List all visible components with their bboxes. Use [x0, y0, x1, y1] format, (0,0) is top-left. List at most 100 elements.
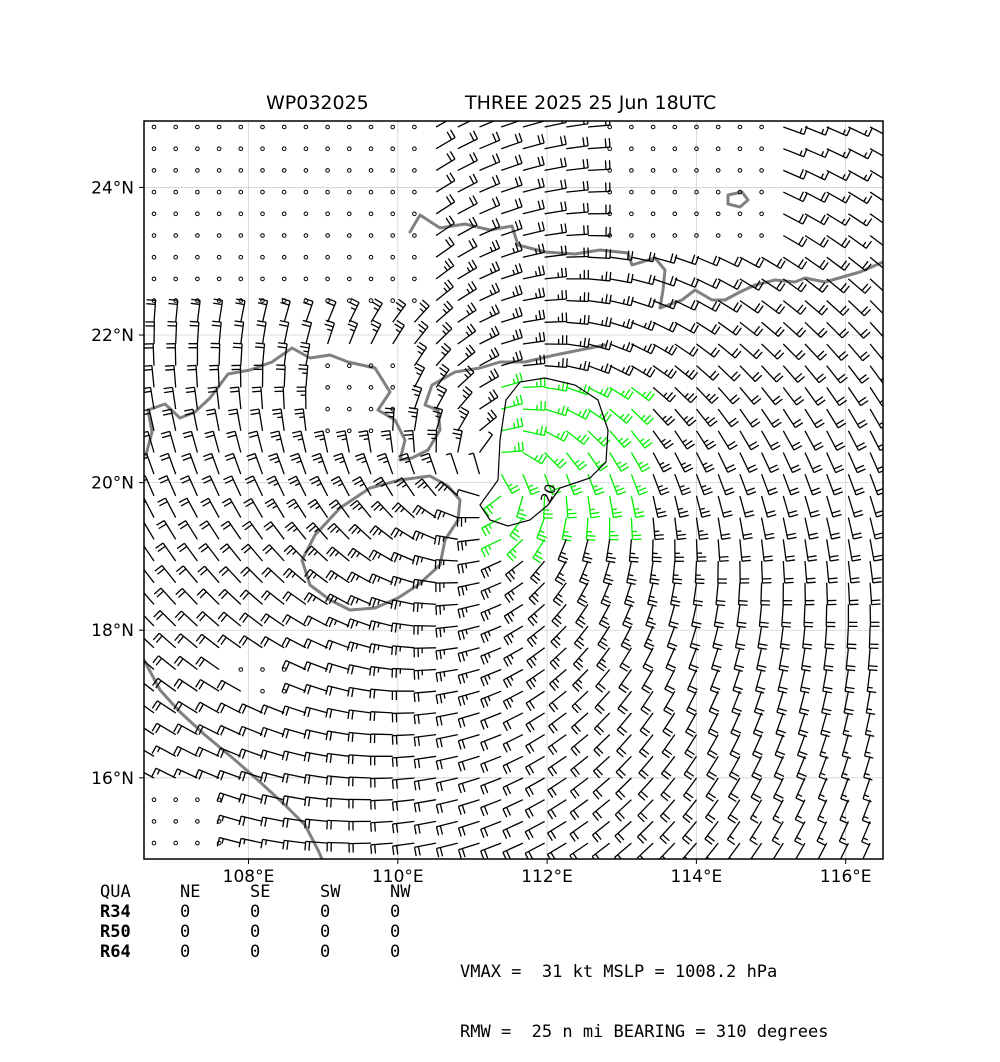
wind-barb — [459, 821, 480, 836]
wind-barb — [827, 453, 844, 473]
wind-barb — [704, 843, 718, 866]
wind-barb — [219, 567, 241, 583]
wind-barb — [414, 364, 424, 388]
wind-barb — [870, 127, 894, 137]
wind-barb — [710, 670, 720, 694]
wind-barb — [371, 320, 381, 344]
calm-marker — [369, 125, 373, 129]
wind-barb — [870, 279, 892, 294]
calm-marker — [348, 386, 352, 390]
wind-barb — [458, 648, 479, 662]
wind-barb — [414, 735, 436, 747]
wind-barb — [436, 821, 457, 835]
wind-barb — [740, 344, 762, 359]
wind-barb — [653, 322, 677, 332]
wind-barb — [274, 387, 284, 409]
wind-barb — [616, 756, 631, 778]
calm-marker — [261, 147, 265, 151]
wind-barb — [625, 583, 635, 607]
y-tick-label: 24°N — [91, 178, 134, 198]
wind-barb — [712, 648, 722, 672]
wind-barb — [458, 561, 480, 574]
wind-barb — [762, 344, 784, 359]
wind-barb — [288, 476, 306, 496]
wind-barb — [740, 301, 763, 313]
wind-barb — [413, 505, 436, 517]
wind-barb — [805, 583, 814, 605]
wind-barb — [718, 539, 729, 561]
wind-barb — [348, 710, 371, 719]
wind-barb — [848, 366, 868, 384]
calm-marker — [369, 386, 373, 390]
wind-barb — [209, 365, 219, 387]
wind-barb — [501, 177, 522, 193]
radii-value: 0 — [180, 922, 250, 942]
wind-barb — [653, 409, 675, 425]
wind-barb — [596, 670, 610, 693]
wind-barb — [414, 821, 436, 834]
radii-value: 0 — [250, 902, 320, 922]
wind-barb — [718, 322, 741, 335]
wind-barb — [756, 670, 766, 694]
calm-marker — [196, 277, 200, 281]
wind-barb — [392, 713, 414, 723]
wind-barb — [827, 539, 839, 561]
wind-barb — [348, 733, 371, 742]
wind-barb — [749, 843, 761, 866]
wind-barb — [639, 756, 653, 779]
wind-barb — [740, 257, 764, 267]
wind-barb — [285, 522, 306, 539]
wind-barb — [675, 277, 699, 287]
wind-barb — [481, 800, 502, 816]
wind-barb — [631, 474, 647, 495]
coastline-gulf-north — [148, 348, 428, 460]
wind-barb — [740, 431, 759, 450]
wind-barb — [545, 157, 567, 170]
calm-marker — [760, 190, 764, 194]
wind-barb — [420, 453, 436, 474]
wind-barb — [867, 670, 876, 693]
calm-marker — [369, 277, 373, 281]
wind-barb — [548, 756, 566, 776]
wind-barb — [718, 409, 738, 427]
wind-barb — [869, 626, 878, 648]
wind-barb — [827, 170, 851, 180]
wind-barb — [739, 583, 748, 606]
island-coast — [728, 192, 748, 207]
wind-barb — [824, 648, 833, 671]
wind-barb — [370, 712, 392, 721]
wind-barb — [221, 521, 241, 539]
wind-barb — [161, 431, 176, 452]
calm-marker — [282, 234, 286, 238]
wind-barb — [371, 756, 393, 765]
wind-barb — [503, 756, 523, 774]
calm-marker — [174, 212, 178, 216]
wind-barb — [686, 713, 697, 737]
wind-barb — [146, 300, 155, 323]
radii-value: 0 — [390, 922, 460, 942]
wind-barb — [637, 843, 653, 865]
wind-barb — [615, 800, 631, 822]
wind-barb — [304, 752, 327, 762]
wind-barb — [783, 192, 807, 202]
wind-barb — [631, 409, 653, 424]
wind-barb — [526, 756, 545, 775]
wind-barb — [217, 770, 241, 780]
wind-barb — [305, 797, 328, 806]
wind-barb — [413, 603, 436, 612]
wind-barb — [697, 474, 713, 495]
wind-barb — [347, 596, 371, 606]
calm-marker — [239, 255, 243, 259]
wind-barb — [480, 262, 500, 279]
wind-barb — [242, 521, 262, 539]
wind-barb — [795, 821, 805, 845]
wind-barb — [783, 301, 806, 315]
wind-barb — [610, 496, 623, 518]
wind-barb — [827, 236, 850, 248]
wind-barb — [794, 843, 805, 867]
wind-barb — [648, 583, 658, 607]
calm-marker — [391, 125, 395, 129]
wind-barb — [326, 663, 350, 673]
wind-barb — [526, 713, 545, 732]
